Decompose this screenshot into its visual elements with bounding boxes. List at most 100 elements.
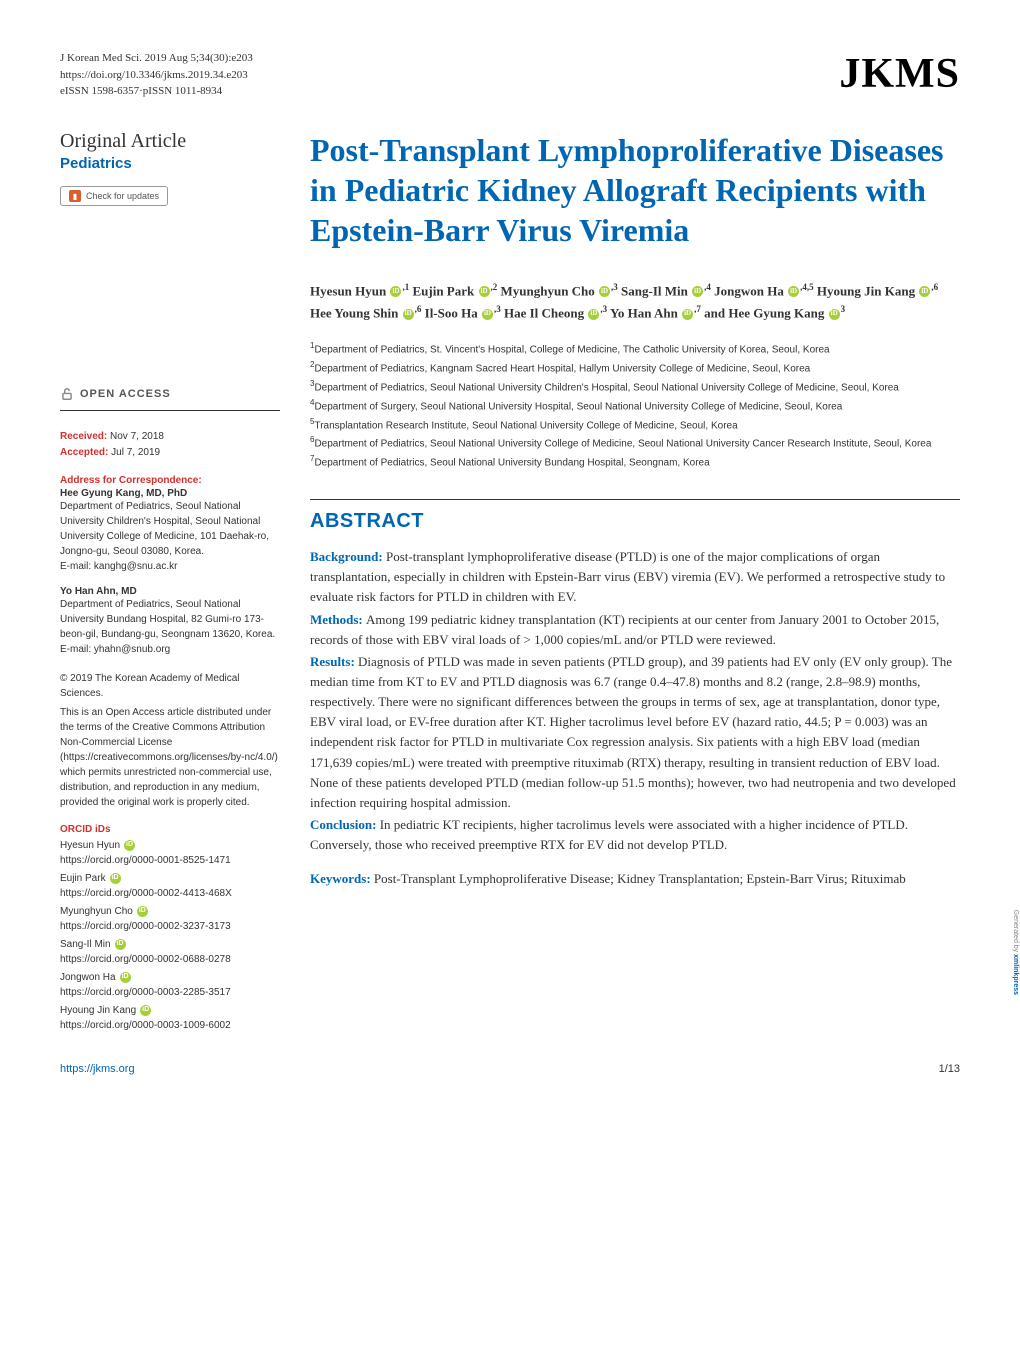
accepted-value: Jul 7, 2019 bbox=[108, 447, 160, 458]
article-title: Post-Transplant Lymphoproliferative Dise… bbox=[310, 130, 960, 250]
orcid-author-name: Hyoung Jin KangiD bbox=[60, 1003, 280, 1018]
orcid-url[interactable]: https://orcid.org/0000-0002-0688-0278 bbox=[60, 952, 280, 967]
author-name: Hyoung Jin Kang bbox=[817, 283, 919, 298]
author-name: Hee Young Shin bbox=[310, 305, 402, 320]
author-name: Eujin Park bbox=[412, 283, 477, 298]
orcid-url[interactable]: https://orcid.org/0000-0002-3237-3173 bbox=[60, 919, 280, 934]
orcid-author-name: Myunghyun ChoiD bbox=[60, 904, 280, 919]
license-text: This is an Open Access article distribut… bbox=[60, 705, 280, 810]
orcid-author-name: Eujin ParkiD bbox=[60, 871, 280, 886]
correspondence-name: Yo Han Ahn, MD bbox=[60, 586, 280, 597]
affiliation-item: 1Department of Pediatrics, St. Vincent's… bbox=[310, 340, 960, 358]
orcid-icon[interactable]: iD bbox=[120, 972, 131, 983]
copyright-line: © 2019 The Korean Academy of Medical Sci… bbox=[60, 671, 280, 701]
affiliation-list: 1Department of Pediatrics, St. Vincent's… bbox=[310, 340, 960, 471]
orcid-icon[interactable]: iD bbox=[788, 286, 799, 297]
affiliation-item: 4Department of Surgery, Seoul National U… bbox=[310, 397, 960, 415]
orcid-url[interactable]: https://orcid.org/0000-0001-8525-1471 bbox=[60, 853, 280, 868]
author-name: Il-Soo Ha bbox=[425, 305, 481, 320]
orcid-item: Sang-Il MiniDhttps://orcid.org/0000-0002… bbox=[60, 937, 280, 967]
author-affiliation-ref: ,7 bbox=[694, 304, 701, 314]
received-value: Nov 7, 2018 bbox=[107, 431, 164, 442]
citation-block: J Korean Med Sci. 2019 Aug 5;34(30):e203… bbox=[60, 50, 253, 100]
article-category: Pediatrics bbox=[60, 155, 280, 172]
correspondence-address: Department of Pediatrics, Seoul National… bbox=[60, 597, 280, 642]
orcid-icon[interactable]: iD bbox=[115, 939, 126, 950]
abstract-background-text: Post-transplant lymphoproliferative dise… bbox=[310, 549, 945, 604]
open-access-badge: OPEN ACCESS bbox=[60, 386, 280, 411]
orcid-url[interactable]: https://orcid.org/0000-0003-2285-3517 bbox=[60, 985, 280, 1000]
orcid-icon[interactable]: iD bbox=[479, 286, 490, 297]
orcid-icon[interactable]: iD bbox=[137, 906, 148, 917]
orcid-icon[interactable]: iD bbox=[692, 286, 703, 297]
author-name: Jongwon Ha bbox=[714, 283, 787, 298]
abstract-heading: ABSTRACT bbox=[310, 499, 960, 533]
affiliation-item: 5Transplantation Research Institute, Seo… bbox=[310, 416, 960, 434]
abstract-results-label: Results: bbox=[310, 654, 358, 669]
correspondence-heading: Address for Correspondence: bbox=[60, 475, 280, 486]
author-affiliation-ref: ,6 bbox=[931, 282, 938, 292]
article-type: Original Article bbox=[60, 130, 280, 153]
check-updates-label: Check for updates bbox=[86, 191, 159, 201]
orcid-url[interactable]: https://orcid.org/0000-0002-4413-468X bbox=[60, 886, 280, 901]
orcid-icon[interactable]: iD bbox=[140, 1005, 151, 1016]
orcid-author-name: Hyesun HyuniD bbox=[60, 838, 280, 853]
correspondence-name: Hee Gyung Kang, MD, PhD bbox=[60, 488, 280, 499]
author-affiliation-ref: ,3 bbox=[600, 304, 607, 314]
footer-url[interactable]: https://jkms.org bbox=[60, 1063, 135, 1075]
correspondence-address: Department of Pediatrics, Seoul National… bbox=[60, 499, 280, 559]
journal-logo: JKMS bbox=[839, 50, 960, 98]
footer-page-number: 1/13 bbox=[939, 1063, 960, 1075]
received-label: Received: bbox=[60, 431, 107, 442]
citation-line: J Korean Med Sci. 2019 Aug 5;34(30):e203 bbox=[60, 50, 253, 67]
author-name: Hyesun Hyun bbox=[310, 283, 389, 298]
orcid-icon[interactable]: iD bbox=[482, 309, 493, 320]
abstract-methods-label: Methods: bbox=[310, 612, 366, 627]
author-name: Hee Gyung Kang bbox=[728, 305, 827, 320]
author-affiliation-ref: ,3 bbox=[611, 282, 618, 292]
orcid-icon[interactable]: iD bbox=[682, 309, 693, 320]
keywords-block: Keywords: Post-Transplant Lymphoprolifer… bbox=[310, 869, 960, 889]
author-affiliation-ref: ,4,5 bbox=[800, 282, 814, 292]
orcid-item: Myunghyun ChoiDhttps://orcid.org/0000-00… bbox=[60, 904, 280, 934]
orcid-icon[interactable]: iD bbox=[588, 309, 599, 320]
watermark-prefix: Generated by bbox=[1012, 910, 1019, 954]
author-affiliation-ref: ,3 bbox=[494, 304, 501, 314]
bookmark-icon: ▮ bbox=[69, 190, 81, 202]
received-row: Received: Nov 7, 2018 bbox=[60, 429, 280, 445]
orcid-icon[interactable]: iD bbox=[403, 309, 414, 320]
accepted-row: Accepted: Jul 7, 2019 bbox=[60, 445, 280, 461]
orcid-icon[interactable]: iD bbox=[124, 840, 135, 851]
correspondence-email[interactable]: E-mail: kanghg@snu.ac.kr bbox=[60, 559, 280, 574]
orcid-item: Hyesun HyuniDhttps://orcid.org/0000-0001… bbox=[60, 838, 280, 868]
orcid-item: Jongwon HaiDhttps://orcid.org/0000-0003-… bbox=[60, 970, 280, 1000]
author-affiliation-ref: ,2 bbox=[491, 282, 498, 292]
abstract-background-label: Background: bbox=[310, 549, 386, 564]
keywords-label: Keywords: bbox=[310, 871, 374, 886]
author-name: Hae Il Cheong bbox=[504, 305, 587, 320]
correspondence-item: Yo Han Ahn, MD Department of Pediatrics,… bbox=[60, 586, 280, 657]
watermark-brand: xmlinkpress bbox=[1012, 954, 1019, 995]
orcid-url[interactable]: https://orcid.org/0000-0003-1009-6002 bbox=[60, 1018, 280, 1033]
orcid-heading: ORCID iDs bbox=[60, 824, 280, 835]
keywords-text: Post-Transplant Lymphoproliferative Dise… bbox=[374, 871, 906, 886]
open-lock-icon bbox=[60, 386, 74, 402]
correspondence-email[interactable]: E-mail: yhahn@snub.org bbox=[60, 642, 280, 657]
author-separator: and bbox=[701, 305, 728, 320]
orcid-icon[interactable]: iD bbox=[599, 286, 610, 297]
orcid-icon[interactable]: iD bbox=[110, 873, 121, 884]
check-updates-button[interactable]: ▮ Check for updates bbox=[60, 186, 168, 206]
abstract-methods-text: Among 199 pediatric kidney transplantati… bbox=[310, 612, 939, 647]
author-name: Myunghyun Cho bbox=[501, 283, 599, 298]
affiliation-item: 2Department of Pediatrics, Kangnam Sacre… bbox=[310, 359, 960, 377]
orcid-item: Hyoung Jin KangiDhttps://orcid.org/0000-… bbox=[60, 1003, 280, 1033]
citation-doi[interactable]: https://doi.org/10.3346/jkms.2019.34.e20… bbox=[60, 67, 253, 84]
orcid-icon[interactable]: iD bbox=[390, 286, 401, 297]
abstract-conclusion-text: In pediatric KT recipients, higher tacro… bbox=[310, 817, 908, 852]
author-affiliation-ref: 3 bbox=[841, 304, 846, 314]
orcid-icon[interactable]: iD bbox=[829, 309, 840, 320]
orcid-icon[interactable]: iD bbox=[919, 286, 930, 297]
author-affiliation-ref: ,1 bbox=[402, 282, 409, 292]
affiliation-item: 7Department of Pediatrics, Seoul Nationa… bbox=[310, 453, 960, 471]
accepted-label: Accepted: bbox=[60, 447, 108, 458]
